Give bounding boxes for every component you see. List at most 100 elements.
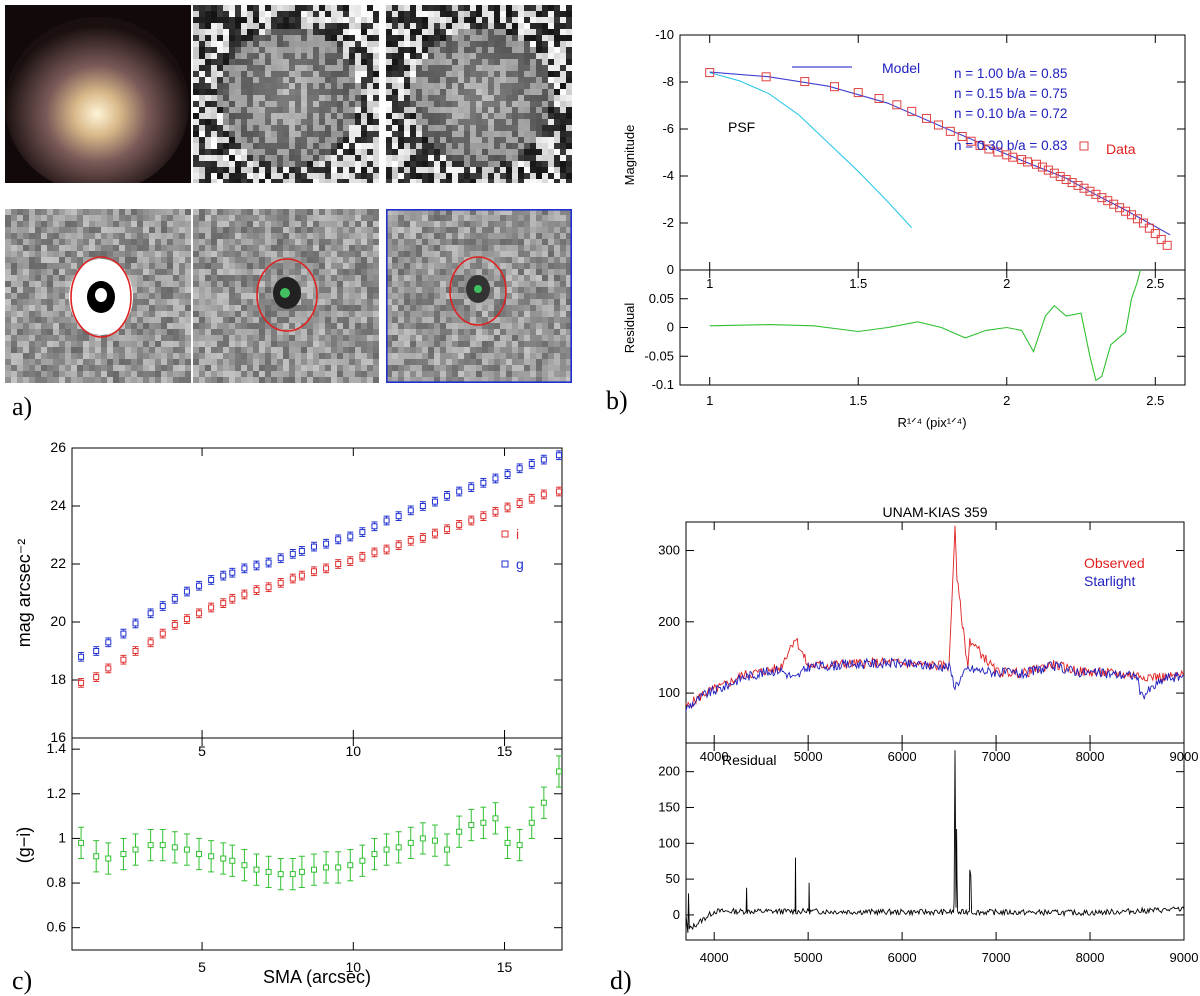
data-point xyxy=(1163,241,1171,249)
x-tick-label: 15 xyxy=(497,743,513,759)
model-line xyxy=(710,72,1170,235)
g-band-point xyxy=(93,647,99,656)
x-tick-label: 1 xyxy=(706,276,713,291)
panel-label-d: d) xyxy=(610,966,632,996)
observed-legend-label: Observed xyxy=(1084,555,1145,571)
color-index-point xyxy=(133,834,139,865)
i-band-point xyxy=(208,603,214,612)
plot-frame xyxy=(680,270,1185,385)
x-tick-label: 1 xyxy=(706,393,713,408)
i-band-point xyxy=(172,621,178,630)
y-tick-label: 50 xyxy=(666,871,680,886)
color-index-point xyxy=(432,825,438,856)
x-tick-label: 6000 xyxy=(888,749,917,764)
y-tick-label: -2 xyxy=(662,215,674,230)
i-band-point xyxy=(408,536,414,545)
i-band-point xyxy=(299,571,305,580)
i-legend-swatch xyxy=(502,531,508,537)
g-band-point xyxy=(480,478,486,487)
x-axis-label: R¹ᐟ⁴ (pix¹ᐟ⁴) xyxy=(897,415,966,430)
color-index-point xyxy=(517,829,523,860)
color-composite-image xyxy=(5,5,191,183)
data-point xyxy=(1157,235,1165,243)
i-band-point xyxy=(456,521,462,530)
color-index-point xyxy=(78,827,84,858)
i-band-point xyxy=(93,673,99,682)
g-band-point xyxy=(456,487,462,496)
model-tile xyxy=(5,209,191,387)
i-band-point xyxy=(311,567,317,576)
g-band-point xyxy=(371,522,377,531)
residual-image-2 xyxy=(386,209,572,383)
color-index-point xyxy=(396,832,402,863)
i-band-point xyxy=(444,525,450,534)
noise-pixels xyxy=(193,5,379,183)
i-band-point xyxy=(529,494,535,503)
i-band-point xyxy=(335,560,341,569)
g-band-point xyxy=(229,568,235,577)
x-tick-label: 2.5 xyxy=(1146,393,1164,408)
g-band-point xyxy=(299,547,305,556)
i-band-point xyxy=(160,629,166,638)
color-composite-tile xyxy=(5,5,191,183)
color-index-point xyxy=(541,787,547,818)
i-band-point xyxy=(278,579,284,588)
data-point xyxy=(1151,230,1159,238)
spectrum-chart: 1002003004000400050005000600060007000700… xyxy=(600,495,1200,994)
x-tick-label: 10 xyxy=(346,743,362,759)
color-index-point xyxy=(468,809,474,840)
panel-label-a: a) xyxy=(12,392,32,422)
y-tick-label: -4 xyxy=(662,168,674,183)
color-index-point xyxy=(492,803,498,834)
i-band-point xyxy=(290,574,296,583)
y-tick-label: 0 xyxy=(673,907,680,922)
y-tick-label: -0.1 xyxy=(652,377,674,392)
i-band-point xyxy=(384,545,390,554)
i-band-point xyxy=(133,647,139,656)
g-band-point xyxy=(468,483,474,492)
y-tick-label: 1 xyxy=(58,829,66,845)
g-band-point xyxy=(208,576,214,585)
observed-spectrum xyxy=(686,526,1184,708)
data-legend-label: Data xyxy=(1106,141,1136,157)
y-tick-label: -6 xyxy=(662,121,674,136)
starlight-legend-label: Starlight xyxy=(1084,573,1135,589)
g-band-point xyxy=(359,528,365,537)
fit-parameters-label: n = 1.00 b/a = 0.85 xyxy=(954,66,1067,81)
color-index-point xyxy=(220,843,226,874)
color-index-point xyxy=(120,838,126,869)
y-tick-label: -8 xyxy=(662,74,674,89)
i-band-point xyxy=(556,487,562,496)
i-band-point xyxy=(229,594,235,603)
color-index-point xyxy=(444,834,450,865)
g-band-point xyxy=(184,587,190,596)
color-index-point xyxy=(529,807,535,838)
residual-spectrum xyxy=(686,750,1184,933)
i-band-point xyxy=(396,541,402,550)
y-tick-label: 18 xyxy=(50,671,66,687)
i-band-point xyxy=(105,664,111,673)
y-tick-label: 0.05 xyxy=(649,291,674,306)
y-tick-label: 0.6 xyxy=(47,919,67,935)
x-tick-label: 2 xyxy=(1003,276,1010,291)
i-band-point xyxy=(505,503,511,512)
residual-tile-2 xyxy=(386,209,572,383)
g-band-point xyxy=(347,532,353,541)
x-tick-label: 9000 xyxy=(1170,950,1199,965)
color-index-point xyxy=(290,859,296,890)
noise-image-1 xyxy=(193,5,379,183)
x-axis-label: SMA (arcsec) xyxy=(263,967,371,987)
x-tick-label: 7000 xyxy=(982,950,1011,965)
color-index-point xyxy=(456,816,462,847)
plot-frame xyxy=(72,448,562,738)
i-band-point xyxy=(323,564,329,573)
i-band-point xyxy=(120,655,126,664)
color-index-point xyxy=(266,856,272,887)
color-index-point xyxy=(359,845,365,876)
model-image xyxy=(5,209,191,383)
i-band-point xyxy=(196,609,202,618)
fit-parameters-label: n = 0.10 b/a = 0.72 xyxy=(954,106,1067,121)
i-band-point xyxy=(517,499,523,508)
x-tick-label: 15 xyxy=(497,959,513,975)
y-tick-label: -10 xyxy=(655,30,674,42)
